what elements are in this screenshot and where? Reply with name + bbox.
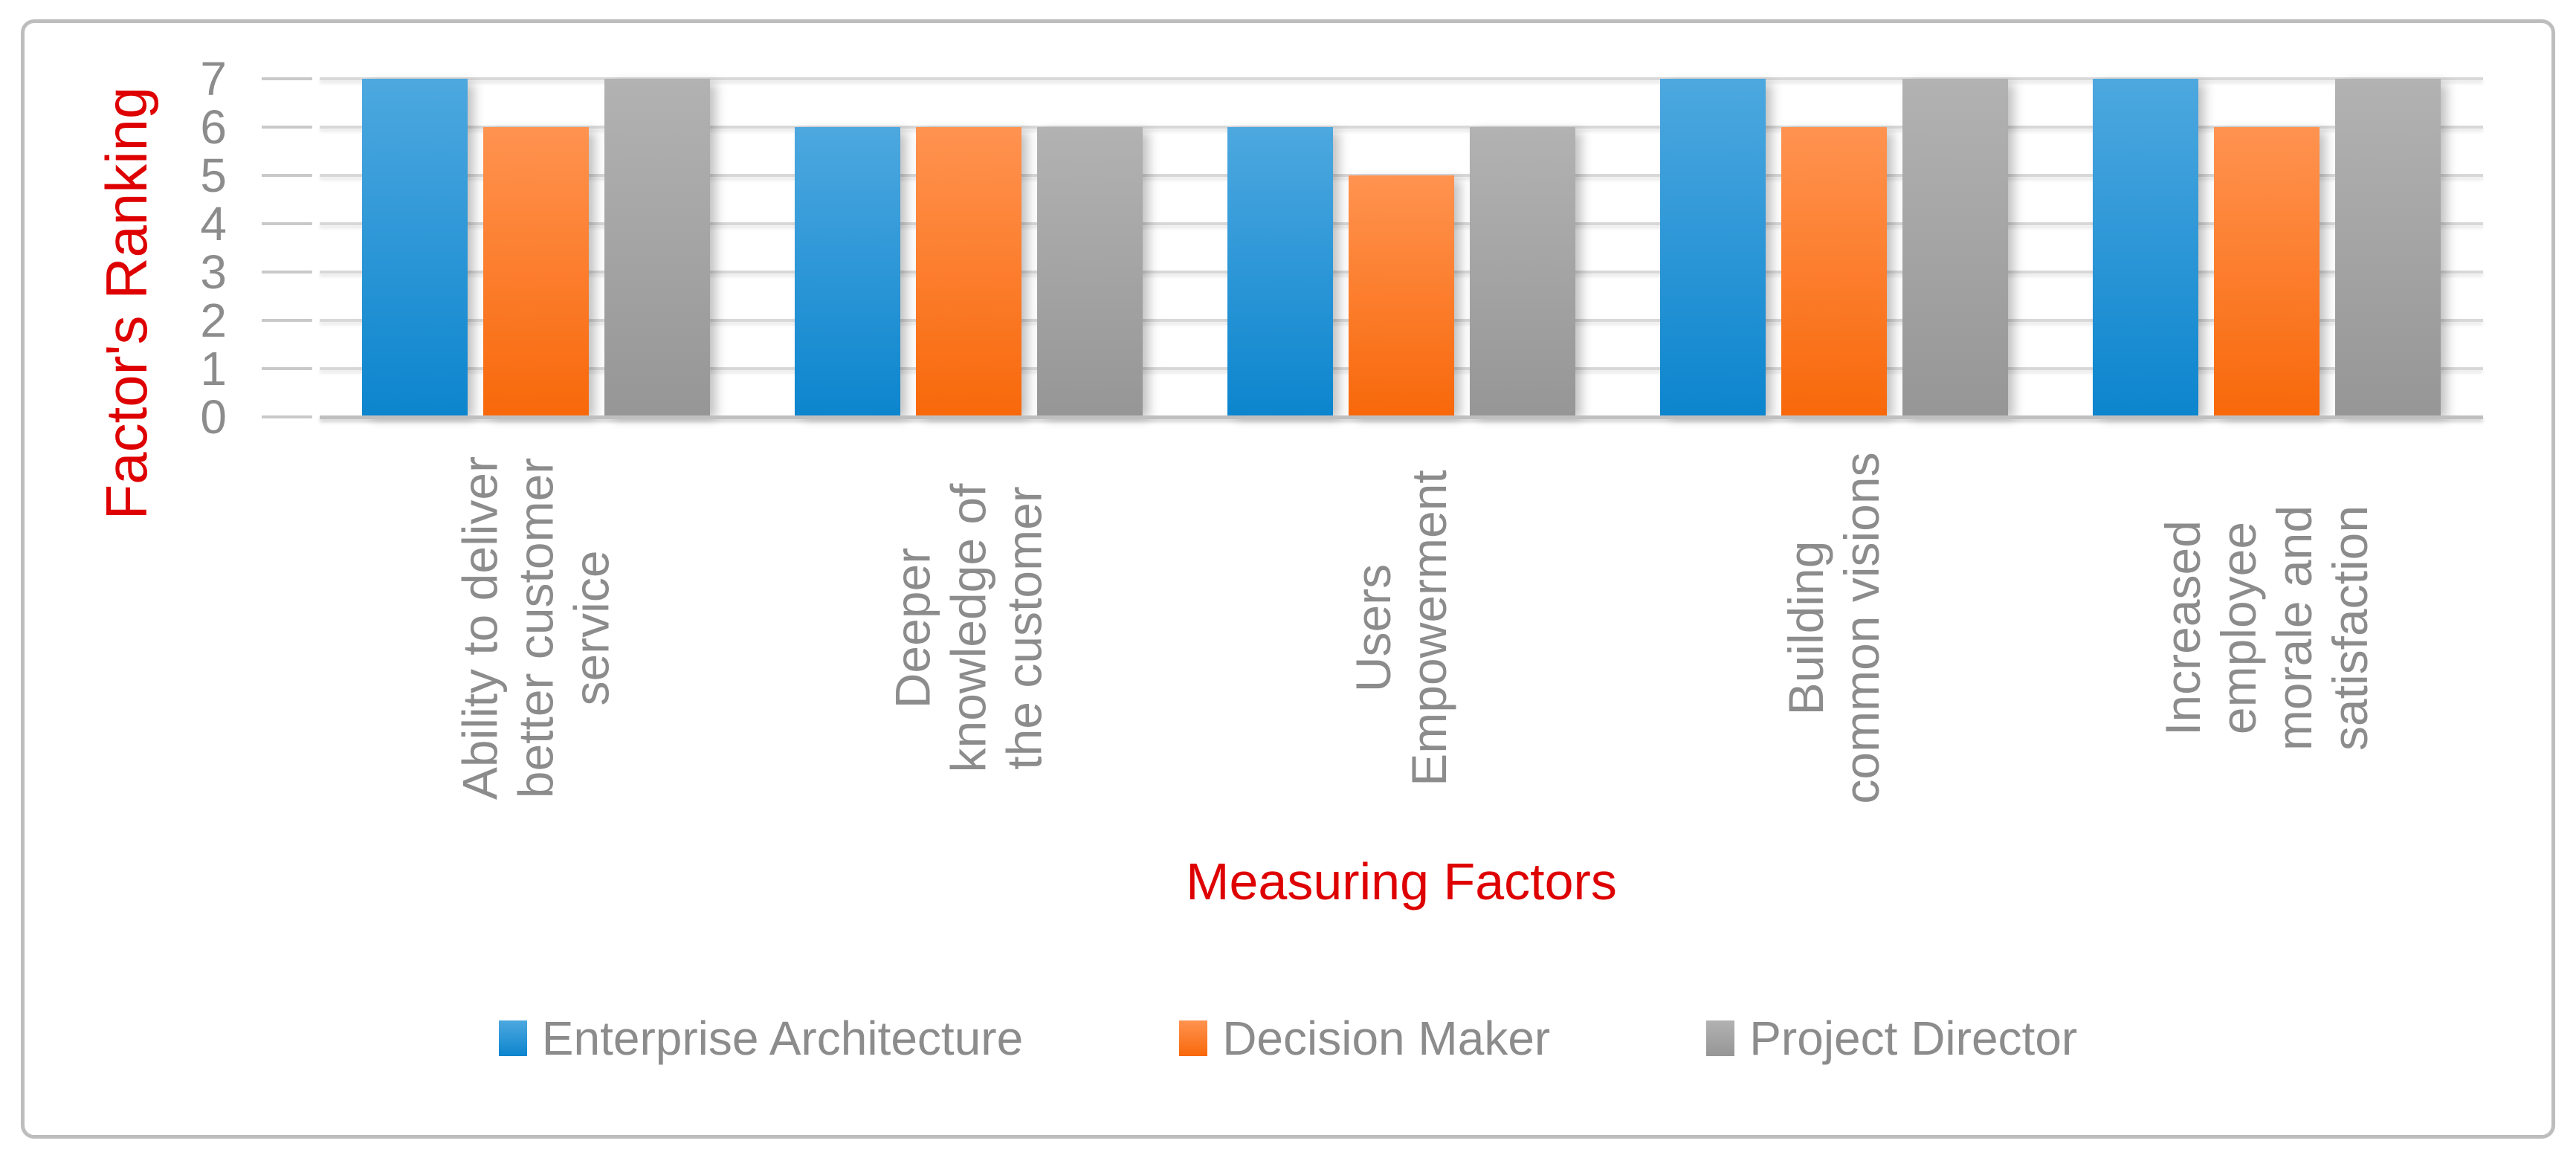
bar-enterprise-architecture <box>1660 79 1766 417</box>
x-axis-title: Measuring Factors <box>1186 852 1617 910</box>
category-label-box: Deeper knowledge of the customer <box>752 425 1185 830</box>
legend-label: Enterprise Architecture <box>541 1012 1024 1065</box>
category-label-box: Ability to deliver better customer servi… <box>320 425 752 830</box>
x-axis-line <box>320 415 2483 419</box>
bar-enterprise-architecture <box>1227 127 1333 417</box>
bar-project-director <box>1470 127 1575 417</box>
gridline <box>320 77 2483 80</box>
legend-item-decision-maker: Decision Maker <box>1179 1011 1550 1066</box>
category-label: Ability to deliver better customer servi… <box>452 456 619 800</box>
legend-item-project-director: Project Director <box>1706 1011 2077 1066</box>
bar-project-director <box>1037 127 1143 417</box>
category-label: Users Empowerment <box>1346 469 1456 786</box>
y-axis-tick-label: 2 <box>200 294 227 347</box>
category-label: Building common visions <box>1778 451 1889 804</box>
legend-marker <box>498 1020 527 1056</box>
bar-decision-maker <box>1781 127 1887 417</box>
legend-label: Decision Maker <box>1222 1012 1551 1065</box>
bar-decision-maker <box>2214 127 2320 417</box>
legend-marker <box>1706 1020 1735 1056</box>
category-label: Deeper knowledge of the customer <box>885 483 1052 772</box>
bar-project-director <box>604 79 710 417</box>
y-axis-tick-label: 1 <box>200 342 227 395</box>
y-axis-tick-label: 3 <box>200 245 227 299</box>
bar-project-director <box>2335 79 2441 417</box>
legend-marker <box>1179 1020 1208 1056</box>
y-axis-tick <box>262 222 312 225</box>
bar-decision-maker <box>483 127 589 417</box>
y-axis-tick <box>262 319 312 322</box>
bar-enterprise-architecture <box>795 127 900 417</box>
y-axis-tick <box>262 271 312 274</box>
gridline <box>320 126 2483 129</box>
bar-decision-maker <box>916 127 1021 417</box>
bar-enterprise-architecture <box>362 79 468 417</box>
y-axis-tick-label: 0 <box>200 390 227 444</box>
y-axis-tick-label: 7 <box>200 52 227 106</box>
y-axis-tick <box>262 367 312 370</box>
bar-enterprise-architecture <box>2093 79 2198 417</box>
y-axis-tick-label: 5 <box>200 149 227 202</box>
legend-label: Project Director <box>1749 1012 2078 1065</box>
bar-project-director <box>1902 79 2008 417</box>
category-label-box: Users Empowerment <box>1185 425 1618 830</box>
legend-item-enterprise-architecture: Enterprise Architecture <box>498 1011 1024 1066</box>
category-label: Increased employee morale and satisfacti… <box>2155 505 2378 751</box>
y-axis-tick <box>262 415 312 418</box>
legend: Enterprise Architecture Decision Maker Pro… <box>21 1011 2555 1066</box>
y-axis-tick <box>262 126 312 129</box>
y-axis-tick <box>262 174 312 177</box>
category-label-box: Increased employee morale and satisfacti… <box>2050 425 2483 830</box>
y-axis-tick-label: 4 <box>200 197 227 250</box>
bar-decision-maker <box>1349 175 1454 417</box>
y-axis-tick <box>262 77 312 80</box>
category-label-box: Building common visions <box>1618 425 2050 830</box>
y-axis-tick-label: 6 <box>200 100 227 154</box>
